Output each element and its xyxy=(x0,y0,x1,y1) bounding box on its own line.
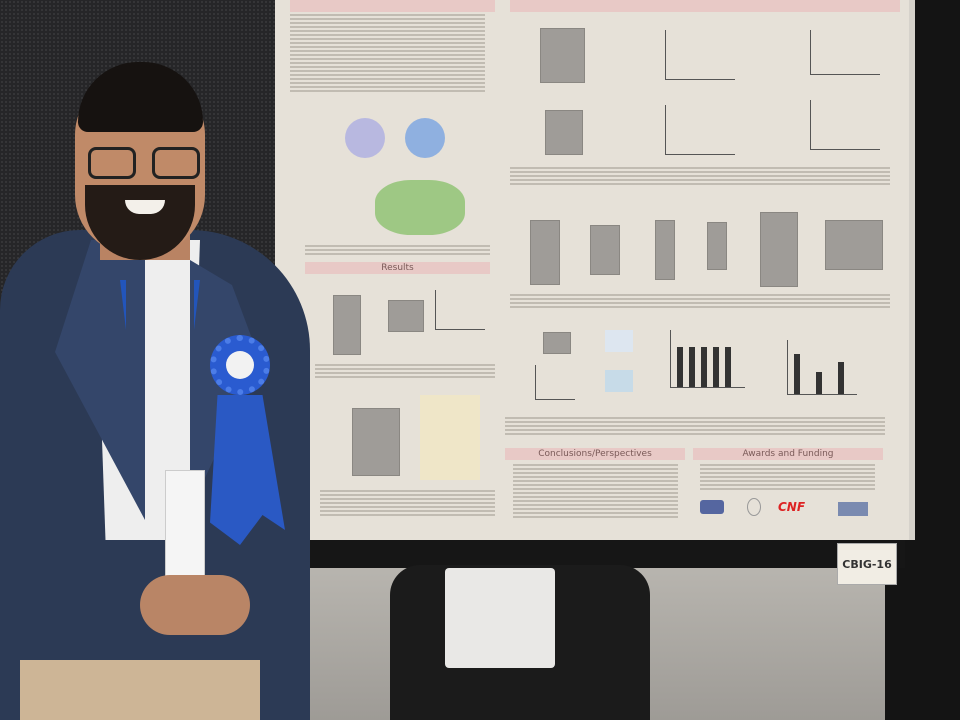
person-pants xyxy=(20,660,260,720)
bar xyxy=(713,347,719,387)
results-header: Results xyxy=(305,262,490,274)
bar xyxy=(677,347,683,387)
bar-chart xyxy=(670,330,745,388)
bar-chart xyxy=(787,340,857,395)
figure-caption xyxy=(315,362,495,380)
western-blot xyxy=(655,220,675,280)
figure-caption xyxy=(510,165,890,185)
line-plot xyxy=(435,290,485,330)
glasses-icon xyxy=(88,147,136,179)
bar xyxy=(816,372,822,394)
western-blot xyxy=(545,110,583,155)
western-blot xyxy=(825,220,883,270)
person-hands xyxy=(140,575,250,635)
flow-plot xyxy=(605,370,633,392)
scientific-poster: Results Conclusions/Perspectives Awards … xyxy=(275,0,915,540)
microscopy-panel xyxy=(420,395,480,480)
poster-header-intro xyxy=(290,0,495,12)
person-smile xyxy=(125,200,165,214)
figure-diagram xyxy=(375,180,465,235)
figure-cell-image xyxy=(345,118,385,158)
award-ribbon-center xyxy=(226,351,254,379)
intro-text xyxy=(290,12,485,92)
conclusions-header: Conclusions/Perspectives xyxy=(505,448,685,460)
bar xyxy=(701,347,707,387)
figure-caption xyxy=(505,415,885,437)
name-badge xyxy=(165,470,205,580)
figure-caption xyxy=(510,292,890,310)
funding-logo xyxy=(700,500,724,514)
western-blot xyxy=(760,212,798,287)
line-plot xyxy=(665,105,735,155)
scatter-plot xyxy=(810,100,880,150)
bar xyxy=(794,354,800,394)
bar xyxy=(725,347,731,387)
board-number-label: CBIG-16 xyxy=(837,543,897,585)
figure-caption xyxy=(320,488,495,516)
funding-text xyxy=(700,462,875,490)
western-blot xyxy=(388,300,424,332)
cnf-logo: CNF xyxy=(778,500,806,514)
figure-caption xyxy=(305,243,490,255)
funding-logo xyxy=(838,502,868,516)
western-blot xyxy=(333,295,361,355)
figure-cell-image xyxy=(405,118,445,158)
university-seal-logo xyxy=(747,498,761,516)
glasses-icon xyxy=(152,147,200,179)
western-blot xyxy=(590,225,620,275)
western-blot xyxy=(707,222,727,270)
poster-header-top xyxy=(510,0,900,12)
conclusions-text xyxy=(513,462,678,520)
hanging-coat xyxy=(445,568,555,668)
western-blot xyxy=(540,28,585,83)
line-plot xyxy=(665,30,735,80)
western-blot xyxy=(530,220,560,285)
scatter-plot xyxy=(810,30,880,75)
western-blot xyxy=(352,408,400,476)
flow-plot xyxy=(605,330,633,352)
awards-header: Awards and Funding xyxy=(693,448,883,460)
bar xyxy=(689,347,695,387)
western-blot xyxy=(543,332,571,354)
bar xyxy=(838,362,844,394)
scatter-plot xyxy=(535,365,575,400)
